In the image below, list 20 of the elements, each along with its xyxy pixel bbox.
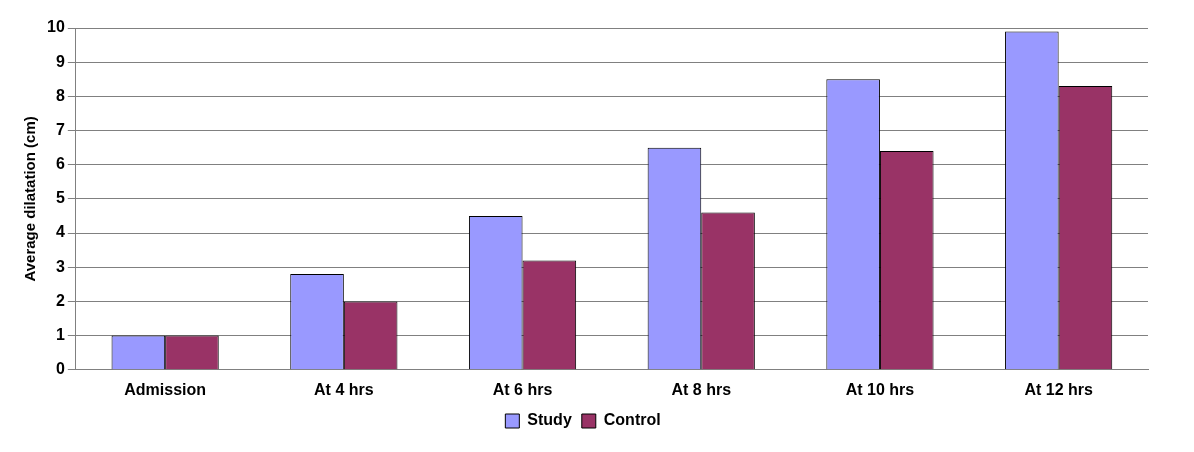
x-tick-label: At 12 hrs	[1024, 380, 1093, 398]
x-tick-label: At 8 hrs	[671, 380, 732, 398]
y-tick-label: 2	[55, 291, 65, 309]
y-tick-label: 8	[55, 86, 65, 104]
y-tick-label: 9	[55, 52, 65, 70]
y-axis-title: Average dilatation (cm)	[21, 116, 39, 282]
y-tick-label: 1	[55, 326, 65, 344]
x-tick-label: At 4 hrs	[314, 380, 374, 398]
x-tick-label: At 6 hrs	[492, 380, 553, 398]
x-tick-label: At 10 hrs	[845, 380, 915, 398]
y-tick-label: 3	[55, 257, 65, 275]
y-tick-label: 0	[55, 360, 65, 378]
y-tick-label: 6	[55, 155, 65, 173]
legend-label: Control	[603, 411, 661, 429]
y-tick-label: 5	[55, 189, 65, 207]
y-tick-label: 7	[55, 120, 65, 138]
y-tick-label: 10	[47, 18, 65, 36]
legend-label: Study	[527, 411, 572, 429]
x-tick-label: Admission	[124, 380, 207, 398]
y-tick-label: 4	[55, 223, 65, 241]
